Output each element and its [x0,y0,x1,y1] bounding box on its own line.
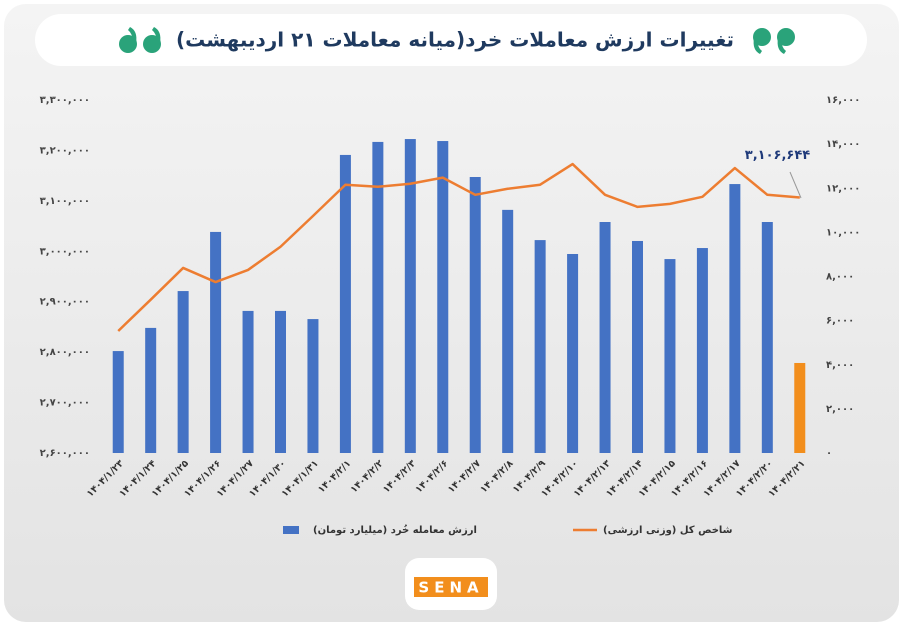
bar [761,222,773,453]
quote-icons [119,27,795,54]
bar [664,259,676,453]
bar [177,291,189,453]
bar [534,240,546,453]
bar [404,139,416,453]
logo-text: SENA [418,579,483,597]
bar [372,141,384,453]
bar [696,248,708,453]
bar [339,154,351,454]
y2-tick-label: ۱۴,۰۰۰ [826,139,860,150]
bar [307,319,319,453]
bar [210,231,222,453]
y-tick-label: ۳,۰۰۰,۰۰۰ [40,246,90,257]
bar [469,176,481,454]
annotation-leader [789,171,802,199]
y-tick-label: ۲,۶۰۰,۰۰۰ [40,448,90,459]
bar [145,327,157,453]
line [117,162,800,332]
y-tick-label: ۲,۹۰۰,۰۰۰ [40,297,90,308]
bar [729,184,741,454]
y2-tick-label: ۸,۰۰۰ [826,272,854,283]
y-tick-label: ۲,۸۰۰,۰۰۰ [40,347,90,358]
y2-tick-label: ۶,۰۰۰ [826,316,854,327]
y2-tick-label: ۴,۰۰۰ [826,360,854,371]
bar [794,362,806,453]
chart-title: تغییرات ارزش معاملات خرد(میانه معاملات ۲… [176,28,734,52]
bar [437,141,449,453]
title-pill [35,14,867,66]
y2-tick-label: ۱۰,۰۰۰ [826,227,860,238]
bar [502,209,514,453]
y-tick-label: ۳,۳۰۰,۰۰۰ [40,95,90,106]
logo-box [414,577,488,597]
y2-tick-label: ۲,۰۰۰ [826,404,854,415]
y-tick-label: ۳,۲۰۰,۰۰۰ [40,145,90,156]
bar [632,240,643,453]
panel [4,4,899,622]
y-tick-label: ۳,۱۰۰,۰۰۰ [40,196,90,207]
bar [275,310,286,453]
y-tick-label: ۲,۷۰۰,۰۰۰ [40,398,90,409]
y2-tick-label: ۱۶,۰۰۰ [826,95,860,106]
y2-tick-label: ۱۲,۰۰۰ [826,183,860,194]
legend-label: شاخص کل (وزنی ارزشی) [603,525,733,536]
bar [242,310,254,453]
y2-tick-label: ۰ [826,448,832,459]
legend-label: ارزش معامله خُرد (میلیارد تومان) [313,524,477,536]
bar [567,253,579,453]
bar [599,222,611,453]
legend-swatch [283,526,299,534]
bar [112,351,124,453]
data-label: ۳,۱۰۶,۶۴۴ [745,148,810,163]
